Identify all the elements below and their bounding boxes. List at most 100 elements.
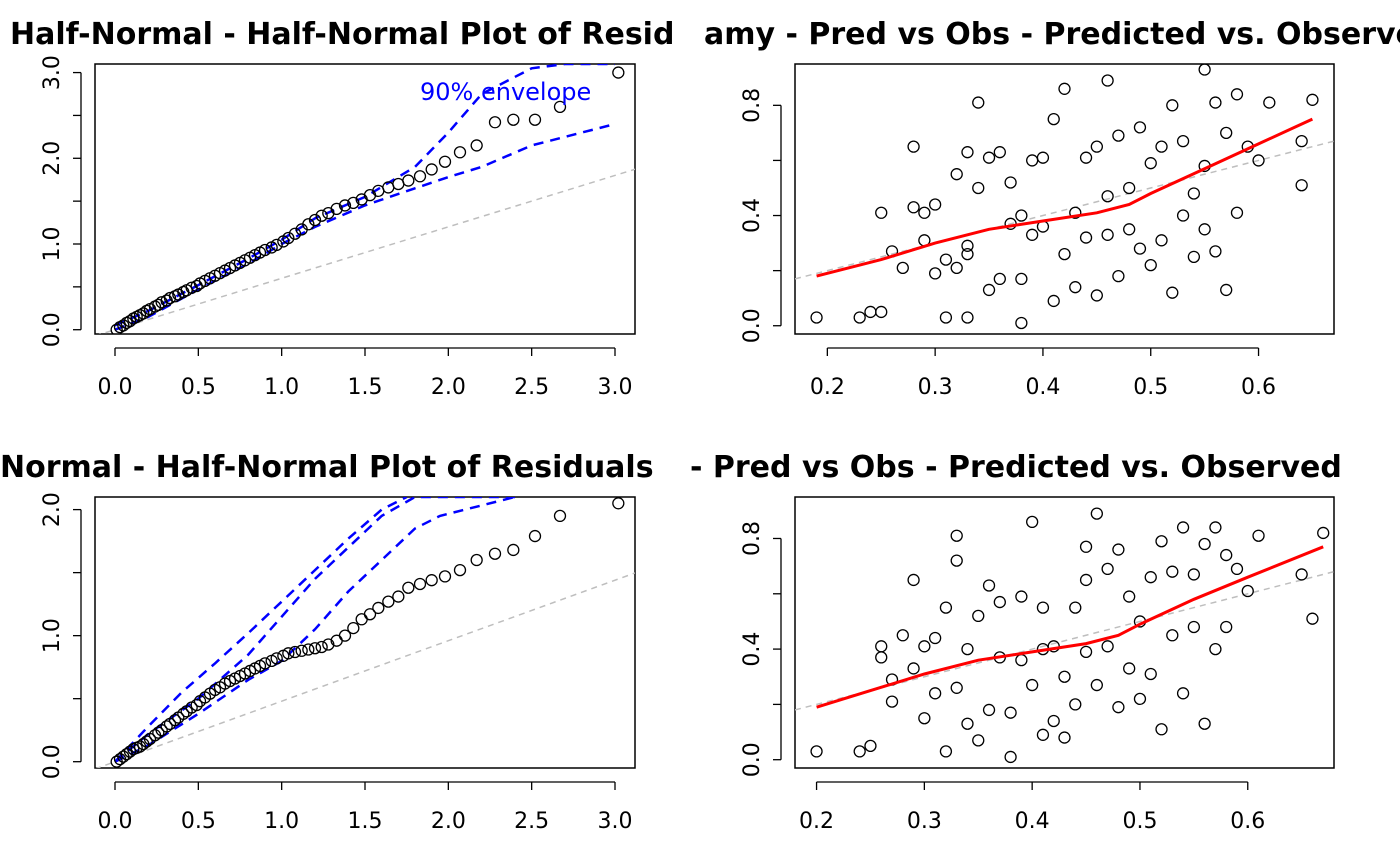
data-point (288, 645, 302, 659)
data-point (1230, 562, 1244, 576)
data-point (1230, 88, 1244, 101)
data-point (1090, 289, 1103, 302)
data-point (1090, 140, 1103, 153)
x-tick-label: 0.6 (1230, 809, 1265, 834)
x-tick-label: 0.0 (98, 809, 133, 834)
y-tick-label: 0.0 (40, 744, 65, 779)
y-tick-label: 2.0 (40, 492, 65, 527)
data-point (928, 267, 942, 280)
x-tick-label: 0.4 (1015, 809, 1050, 834)
envelope-lower-line (114, 497, 516, 763)
data-point (190, 698, 203, 712)
data-point (1187, 568, 1201, 581)
y-tick-label: 0.0 (40, 312, 65, 347)
data-point (982, 703, 996, 717)
panel-1-title: Half-Normal - Half-Normal Plot of Resid (10, 17, 674, 52)
data-point (1144, 571, 1157, 584)
data-point (982, 579, 996, 592)
data-point (392, 590, 405, 603)
data-point (347, 621, 360, 635)
data-point (382, 595, 395, 608)
data-point (1198, 537, 1211, 551)
data-point (308, 642, 322, 655)
data-point (1306, 612, 1319, 625)
envelope-lower-line (114, 122, 616, 331)
data-point (939, 311, 953, 324)
data-point (993, 272, 1006, 286)
data-point (875, 305, 888, 319)
data-point (1144, 157, 1157, 170)
data-point (1209, 245, 1222, 258)
data-point (1209, 642, 1222, 656)
data-point (425, 163, 438, 176)
plot-area (95, 497, 635, 768)
data-point (1101, 562, 1114, 576)
data-point (1155, 535, 1168, 548)
data-point (413, 577, 427, 591)
data-point (1166, 286, 1179, 299)
data-point (907, 140, 920, 153)
data-point (1015, 654, 1028, 667)
data-point (1026, 228, 1039, 241)
data-point (1036, 601, 1050, 614)
data-point (1004, 176, 1017, 189)
data-point (896, 261, 909, 275)
data-point (1069, 206, 1082, 219)
data-point (1058, 247, 1071, 261)
x-tick-label: 2.5 (514, 809, 549, 834)
half-normal-plot-top: 0.0 0.5 1.0 1.5 2.0 2.5 3.0 0.0 1.0 2.0 3.0 (40, 55, 636, 400)
panel-4-title: - Pred vs Obs - Predicted vs. Observed (690, 450, 1342, 485)
data-point (470, 553, 483, 567)
x-tick-label: 0.0 (98, 375, 133, 400)
data-point (413, 170, 427, 183)
plot-box (94, 496, 636, 769)
data-point (330, 202, 343, 216)
data-point (1123, 223, 1136, 236)
data-point (528, 113, 542, 126)
data-point (875, 640, 888, 653)
data-point (853, 745, 866, 758)
data-point (1176, 134, 1190, 148)
data-point (1166, 565, 1179, 578)
data-point (553, 100, 567, 114)
panel-2-title: amy - Pred vs Obs - Predicted vs. Observ… (704, 17, 1400, 52)
data-point (918, 640, 931, 653)
x-tick-label: 0.5 (1122, 809, 1157, 834)
y-tick-label: 3.0 (40, 55, 65, 90)
data-point (612, 66, 625, 79)
data-point (1198, 223, 1211, 236)
x-tick-label: 0.5 (181, 375, 216, 400)
data-point (163, 291, 177, 305)
data-point (993, 146, 1006, 159)
data-point (347, 196, 360, 210)
data-point (612, 497, 625, 510)
data-point (1230, 206, 1244, 219)
data-point (1101, 190, 1114, 203)
envelope-annotation: 90% envelope (420, 78, 591, 106)
data-point (1047, 294, 1060, 308)
data-point (1004, 706, 1017, 719)
envelope-upper-line (114, 497, 515, 763)
data-point (896, 629, 909, 642)
x-tick-label: 1.0 (264, 375, 299, 400)
data-point (1133, 121, 1147, 134)
data-point (425, 574, 438, 587)
data-point (1198, 717, 1211, 730)
data-point (972, 609, 985, 623)
data-point (1069, 601, 1082, 614)
data-point (1058, 82, 1071, 95)
data-point (1026, 515, 1039, 529)
data-point (453, 563, 467, 577)
data-point (402, 174, 415, 187)
data-point (1123, 662, 1136, 675)
data-point (1220, 548, 1233, 562)
y-tick-label: 0.4 (740, 632, 765, 667)
data-point (961, 247, 974, 261)
data-point (1209, 96, 1222, 109)
smooth-line (816, 117, 1314, 278)
data-point (1079, 151, 1093, 164)
data-point (1155, 234, 1168, 247)
y-tick-label: 1.0 (40, 227, 65, 262)
plot-box (94, 63, 636, 335)
